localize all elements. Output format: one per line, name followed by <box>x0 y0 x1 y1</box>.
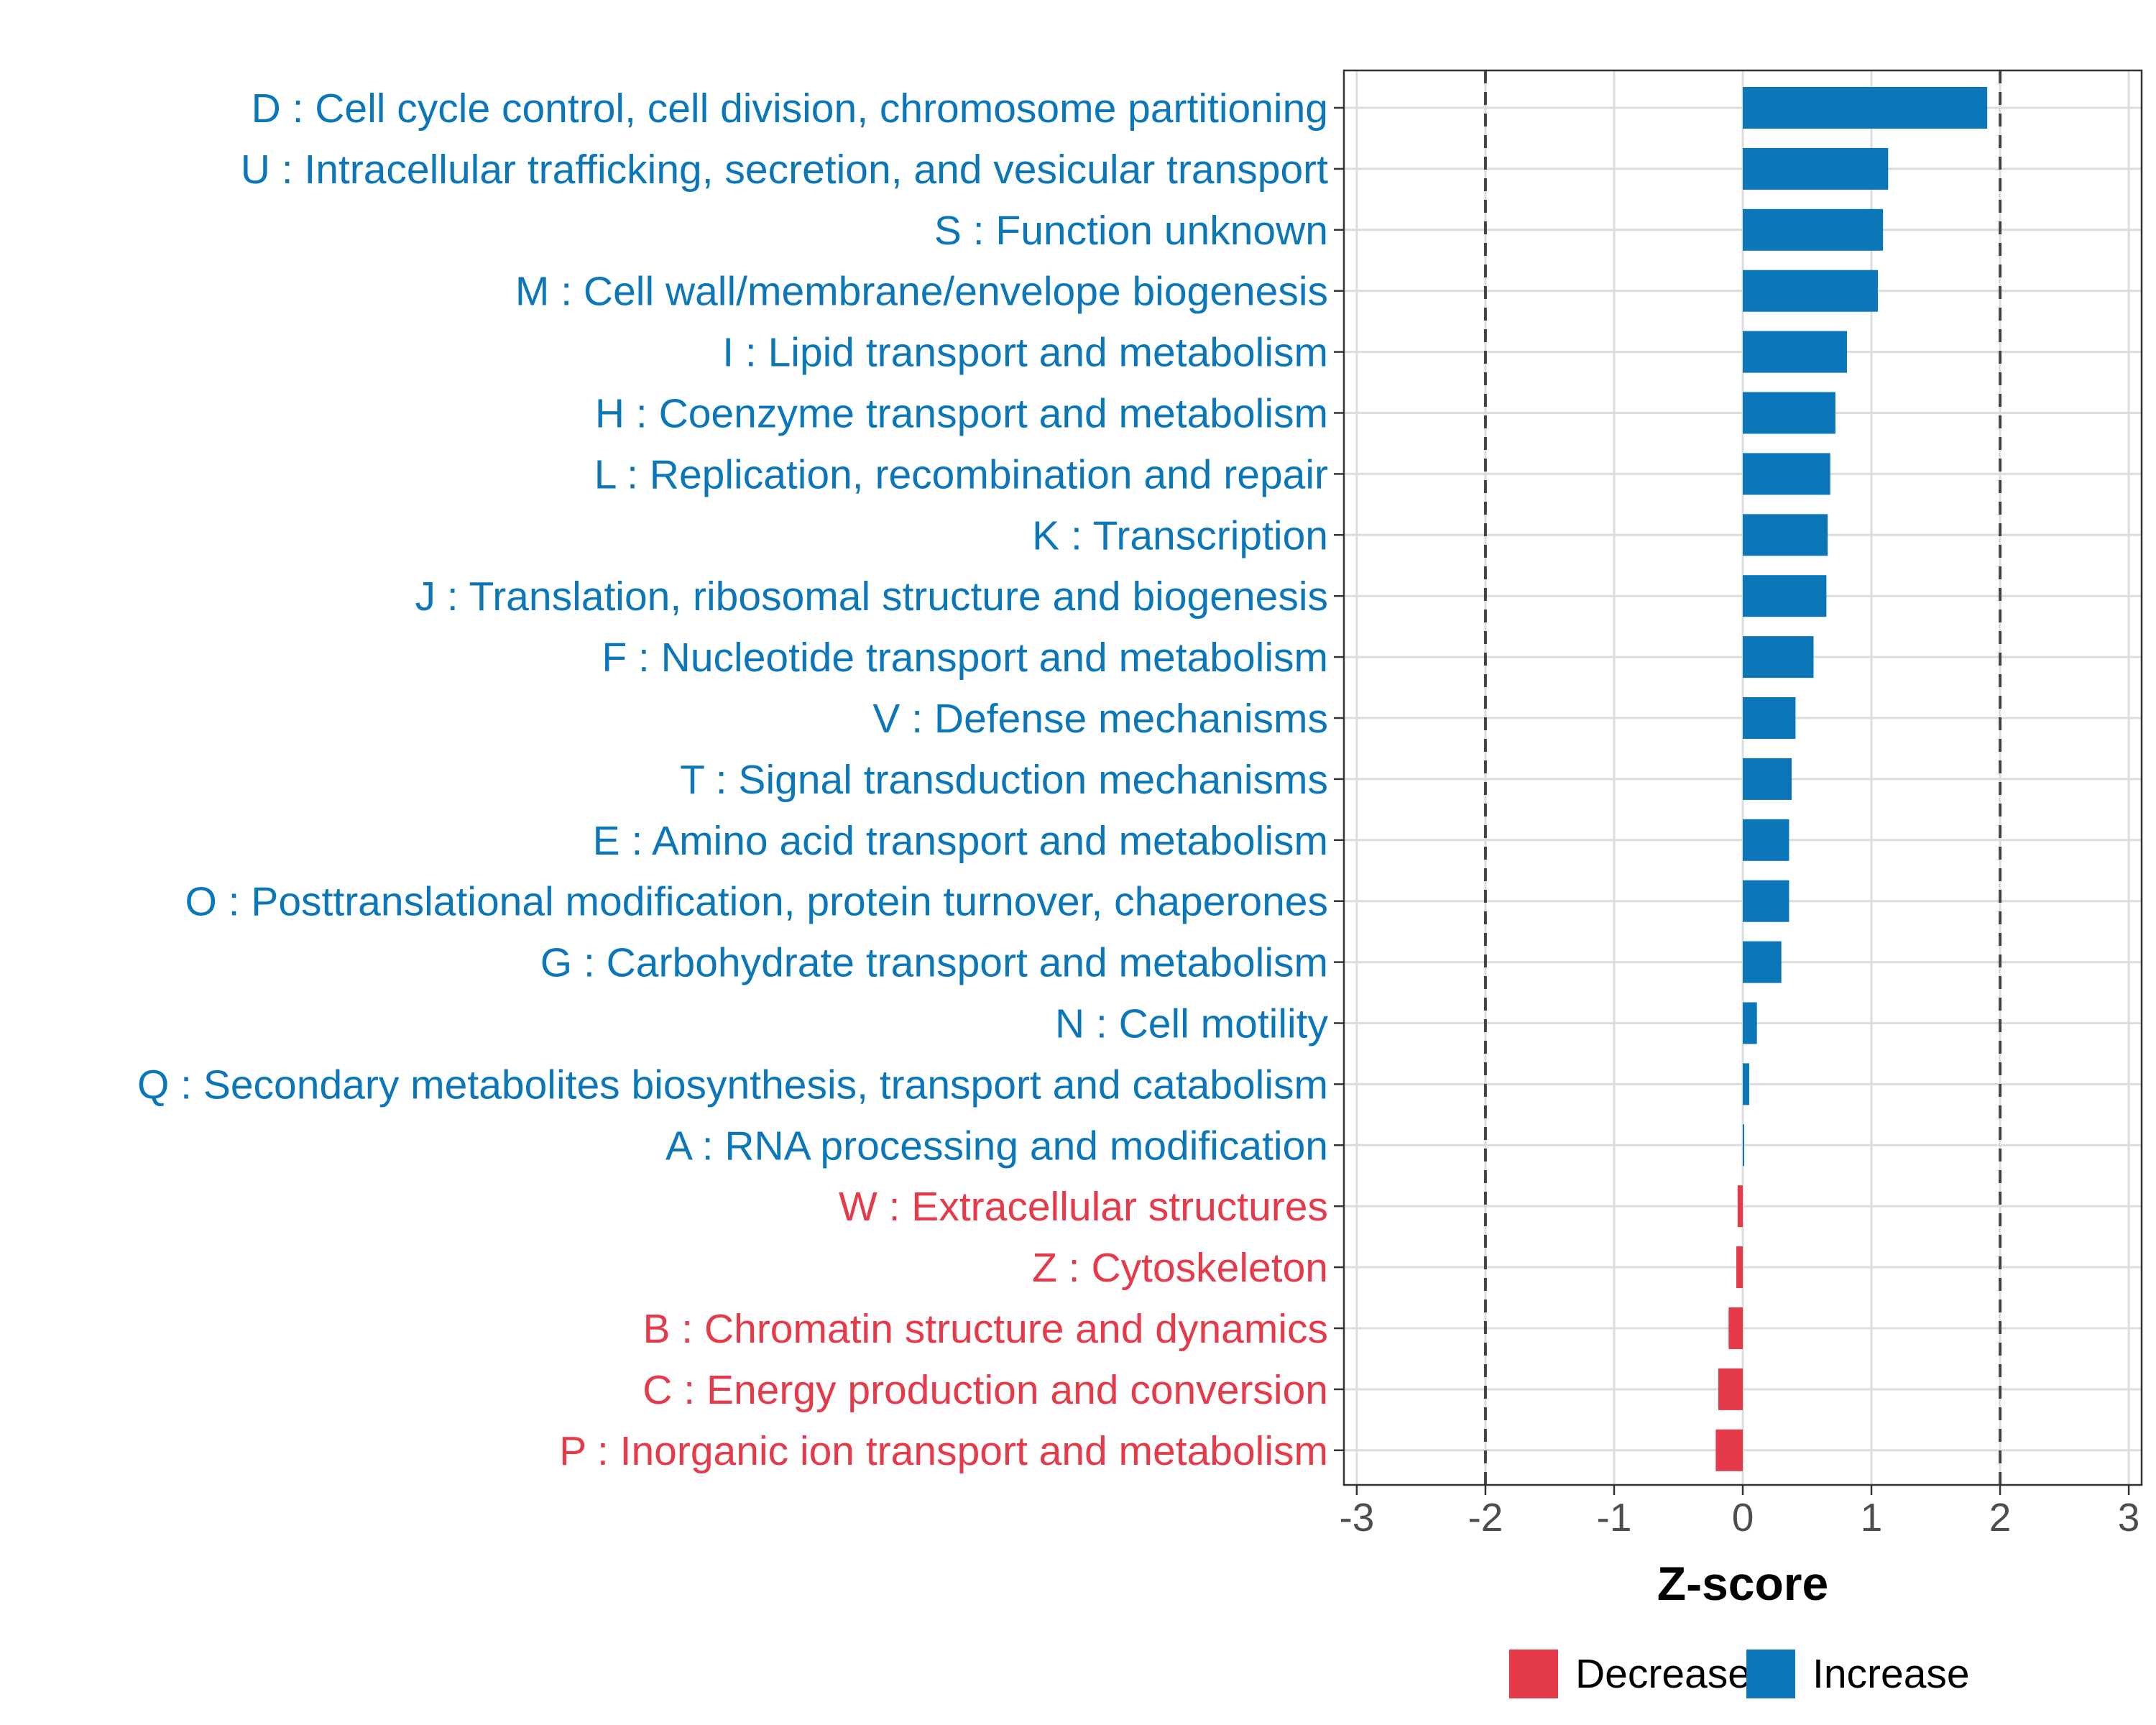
bar <box>1743 1063 1749 1105</box>
x-tick-label: -2 <box>1468 1495 1503 1540</box>
legend-label: Decrease <box>1575 1651 1751 1697</box>
category-label: W : Extracellular structures <box>839 1184 1328 1230</box>
category-label: F : Nucleotide transport and metabolism <box>602 635 1328 681</box>
category-label: L : Replication, recombination and repai… <box>594 451 1328 497</box>
bar <box>1743 819 1789 861</box>
x-tick-label: 0 <box>1732 1495 1754 1540</box>
x-tick-label: -3 <box>1339 1495 1374 1540</box>
bar <box>1743 87 1988 129</box>
legend-swatch <box>1509 1650 1558 1698</box>
category-label: Q : Secondary metabolites biosynthesis, … <box>137 1062 1328 1108</box>
x-axis-title: Z-score <box>1657 1557 1828 1610</box>
category-label: J : Translation, ribosomal structure and… <box>415 574 1328 620</box>
bar <box>1743 147 1889 190</box>
x-tick-label: -1 <box>1597 1495 1632 1540</box>
bar <box>1743 1002 1757 1044</box>
bar <box>1743 697 1796 739</box>
x-tick-label: 3 <box>2118 1495 2140 1540</box>
y-axis: D : Cell cycle control, cell division, c… <box>137 86 1344 1474</box>
bar <box>1743 270 1878 312</box>
bar <box>1743 941 1782 983</box>
bar <box>1743 208 1884 251</box>
category-label: N : Cell motility <box>1055 1001 1329 1047</box>
category-label: D : Cell cycle control, cell division, c… <box>252 86 1328 132</box>
category-label: M : Cell wall/membrane/envelope biogenes… <box>515 269 1328 315</box>
x-tick-label: 2 <box>1989 1495 2012 1540</box>
bar <box>1743 880 1789 922</box>
category-label: A : RNA processing and modification <box>665 1123 1328 1169</box>
bars <box>1715 87 1988 1471</box>
bar <box>1743 575 1827 617</box>
category-label: I : Lipid transport and metabolism <box>722 330 1328 376</box>
category-label: S : Function unknown <box>934 208 1328 254</box>
bar <box>1743 758 1792 800</box>
x-axis: -3 -2 -1 0 1 2 3 <box>1339 1485 2139 1540</box>
bar <box>1743 453 1830 495</box>
bar <box>1743 514 1828 556</box>
category-label: C : Energy production and conversion <box>642 1367 1328 1413</box>
bar <box>1737 1185 1743 1228</box>
category-label: V : Defense mechanisms <box>872 696 1328 742</box>
category-label: P : Inorganic ion transport and metaboli… <box>559 1428 1328 1474</box>
category-label: U : Intracellular trafficking, secretion… <box>241 147 1328 193</box>
category-label: O : Posttranslational modification, prot… <box>185 879 1328 925</box>
legend-label: Increase <box>1812 1651 1970 1697</box>
bar <box>1743 1124 1744 1167</box>
category-label: B : Chromatin structure and dynamics <box>642 1306 1328 1352</box>
legend-swatch <box>1746 1650 1795 1698</box>
category-label: E : Amino acid transport and metabolism <box>593 818 1328 864</box>
bar <box>1718 1368 1743 1410</box>
category-label: T : Signal transduction mechanisms <box>680 757 1328 803</box>
bar <box>1743 392 1835 434</box>
category-label: G : Carbohydrate transport and metabolis… <box>540 940 1328 986</box>
bar <box>1715 1429 1743 1471</box>
bar <box>1743 331 1848 373</box>
category-label: Z : Cytoskeleton <box>1032 1245 1328 1291</box>
category-label: K : Transcription <box>1032 512 1328 558</box>
category-label: H : Coenzyme transport and metabolism <box>595 391 1328 437</box>
legend: Decrease Increase <box>1509 1650 1970 1698</box>
bar <box>1736 1246 1743 1289</box>
x-tick-label: 1 <box>1861 1495 1883 1540</box>
bar <box>1743 636 1814 678</box>
bar <box>1728 1307 1743 1349</box>
